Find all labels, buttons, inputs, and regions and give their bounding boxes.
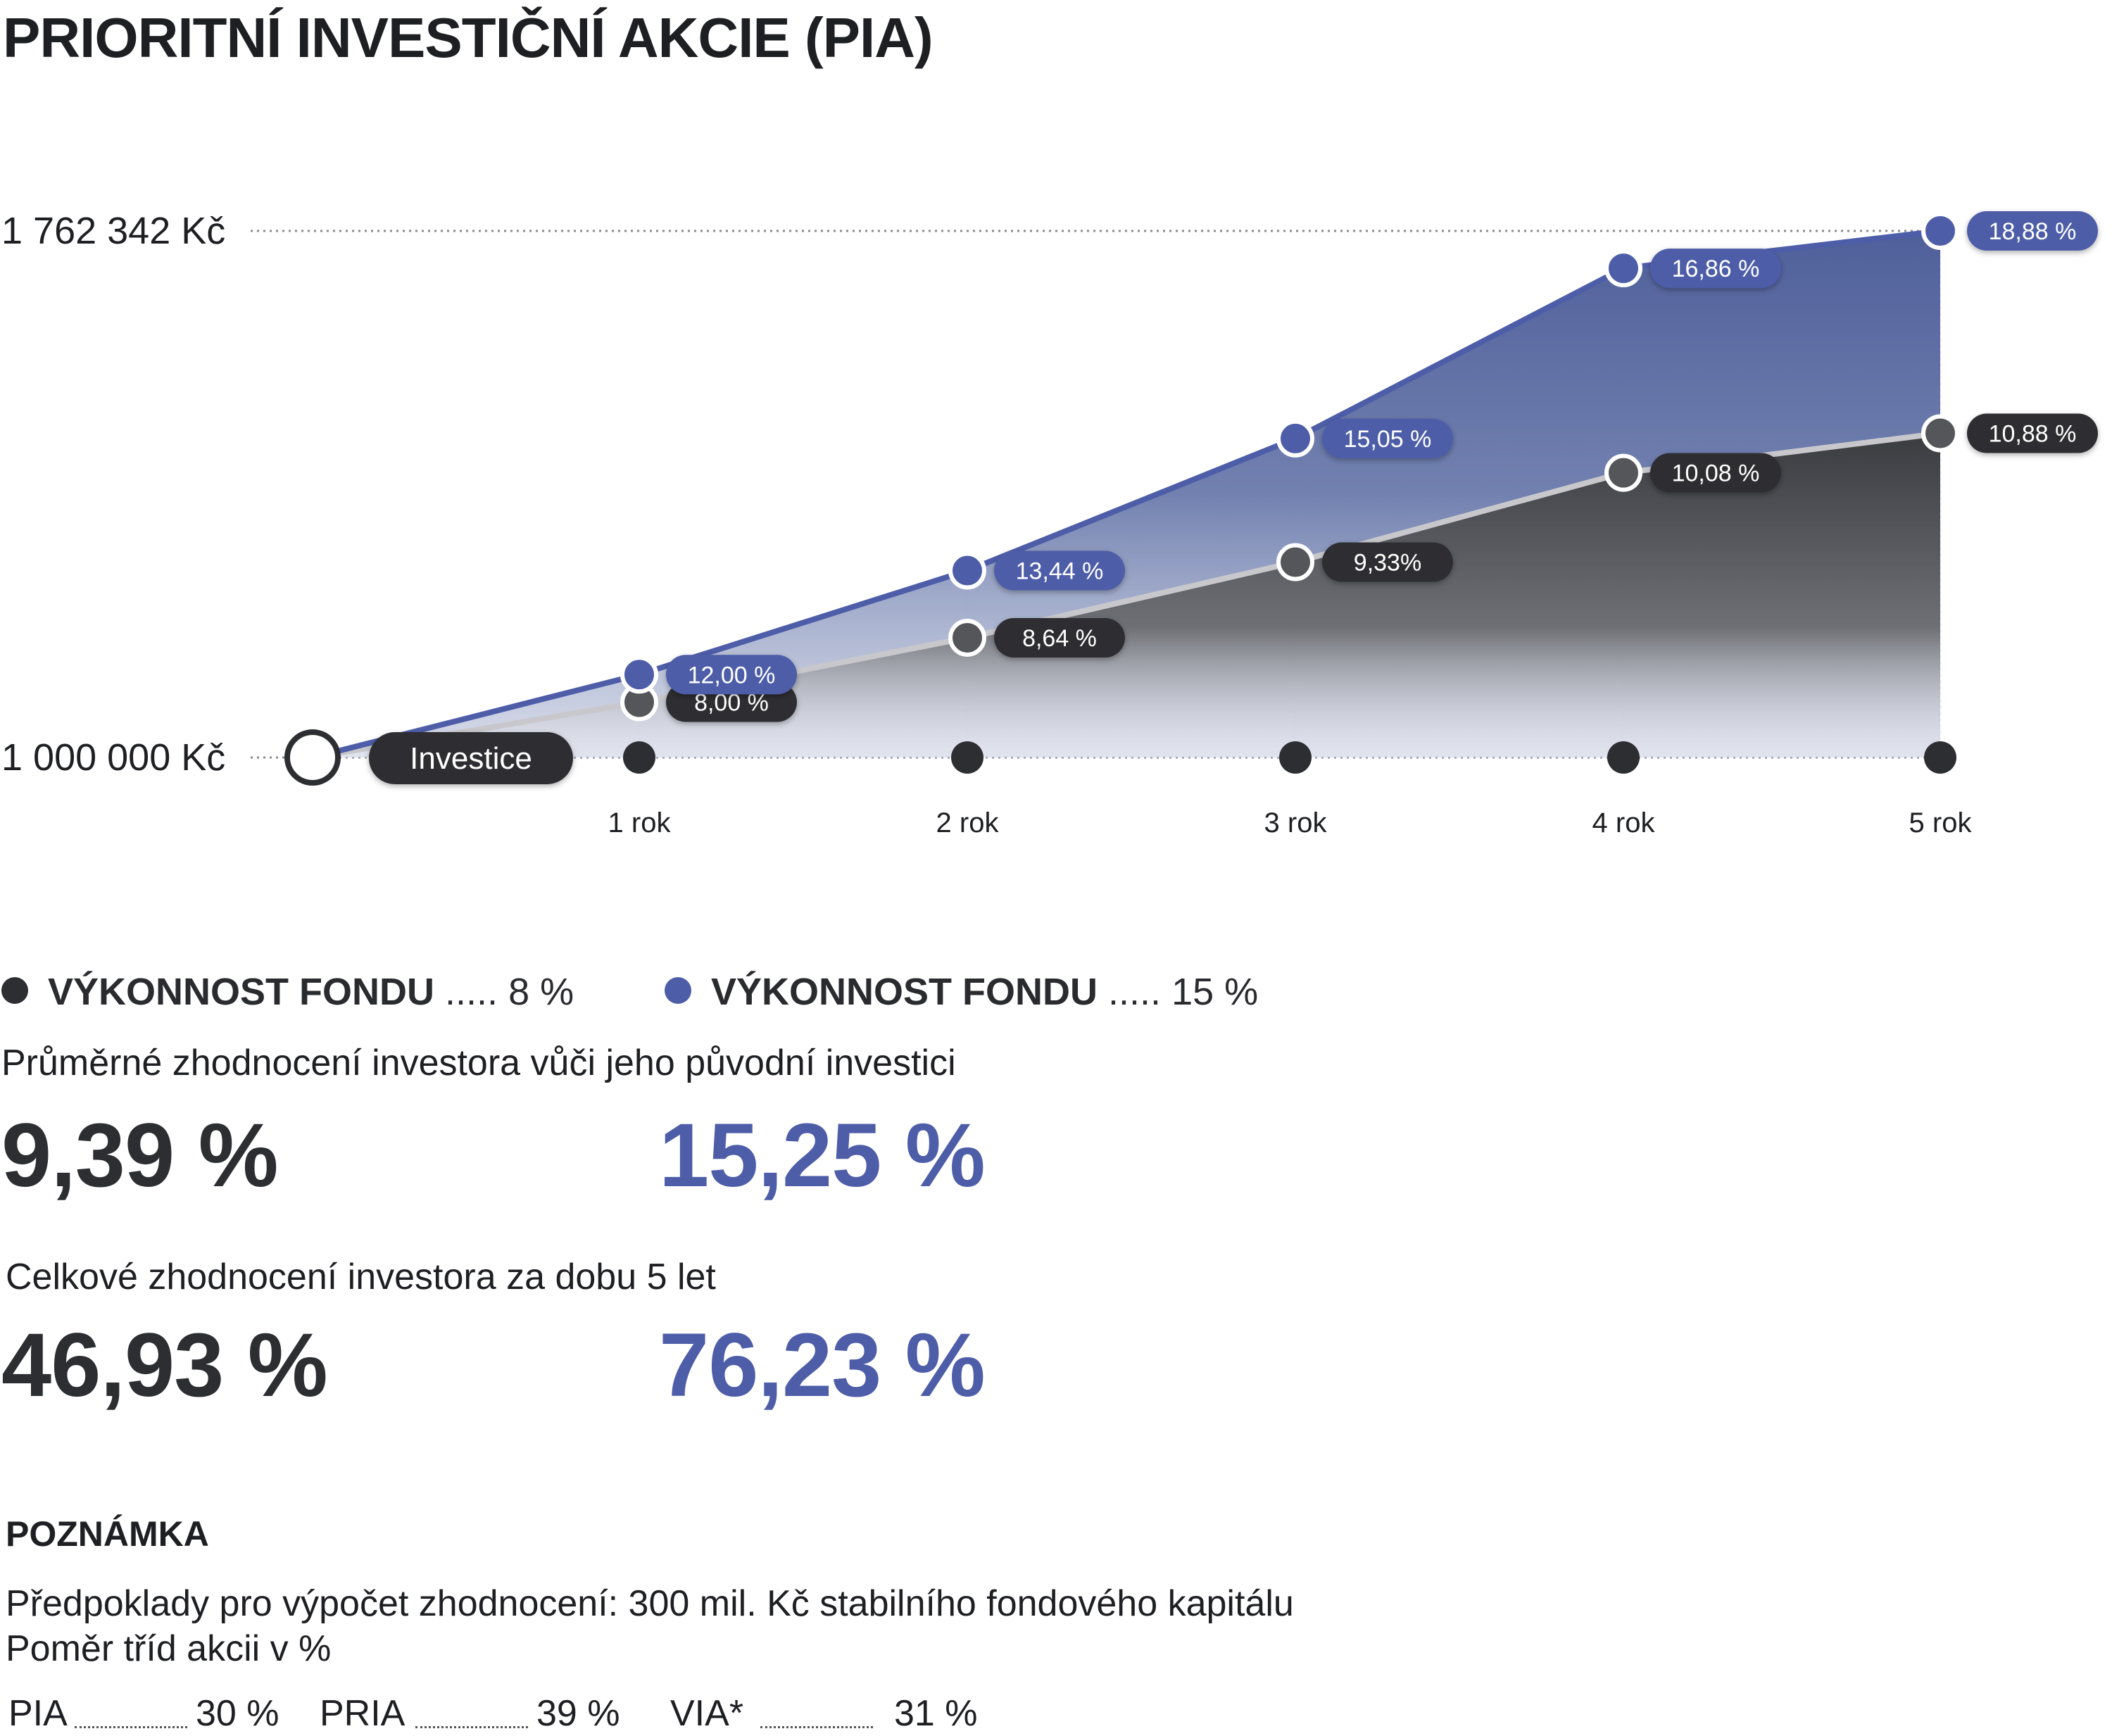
note-line-2: Poměr tříd akcii v % — [6, 1628, 332, 1669]
label-8-percent-text: 10,08 % — [1672, 460, 1760, 487]
legend-dark-dot-icon — [1, 976, 28, 1004]
label-8-percent-text: 9,33% — [1354, 550, 1421, 577]
label-8-percent: 9,33% — [1322, 542, 1453, 582]
label-15-percent-text: 16,86 % — [1672, 256, 1760, 282]
label-8-percent: 10,88 % — [1967, 413, 2098, 453]
label-15-percent-text: 18,88 % — [1989, 218, 2077, 245]
ratio-leader-via — [760, 1726, 873, 1728]
baseline-point — [1607, 741, 1640, 774]
label-15-percent: 13,44 % — [994, 551, 1125, 591]
label-15-percent: 12,00 % — [666, 655, 797, 695]
label-15-percent-text: 15,05 % — [1344, 426, 1432, 453]
point-15-percent — [948, 551, 986, 590]
label-15-percent-bg — [1967, 211, 2098, 251]
avg-blue-value: 15,25 % — [659, 1105, 986, 1206]
total-label: Celkové zhodnocení investora za dobu 5 l… — [6, 1257, 716, 1297]
legend-item-15: VÝKONNOST FONDU ..... 15 % — [665, 970, 1258, 1014]
point-8-percent — [1604, 453, 1642, 492]
start-label: Investice — [410, 741, 532, 776]
label-15-percent-bg — [1650, 249, 1781, 289]
start-label-pill: Investice — [369, 732, 573, 784]
baseline-point — [1279, 741, 1312, 774]
total-dark-value: 46,93 % — [1, 1315, 328, 1416]
x-tick-label: 1 rok — [608, 807, 672, 838]
x-tick-label: 4 rok — [1592, 807, 1656, 838]
note-line-1: Předpoklady pro výpočet zhodnocení: 300 … — [6, 1583, 1294, 1624]
label-8-percent-bg — [1967, 413, 2098, 453]
point-15-percent — [1276, 419, 1314, 458]
point-15-percent — [620, 655, 658, 694]
point-8-percent — [1276, 543, 1314, 581]
legend-blue-dot-icon — [665, 976, 691, 1004]
label-8-percent-bg — [994, 617, 1125, 658]
point-15-percent — [1604, 249, 1642, 288]
label-15-percent: 18,88 % — [1967, 211, 2098, 251]
label-15-percent: 15,05 % — [1322, 418, 1453, 458]
x-tick-label: 5 rok — [1909, 807, 1973, 838]
start-label-bg — [369, 732, 573, 784]
ratio-value-pia: 30 % — [196, 1693, 279, 1734]
start-point — [284, 729, 341, 786]
label-15-percent-bg — [1322, 418, 1453, 458]
area-8-percent — [313, 433, 1940, 757]
baseline-point — [623, 741, 655, 774]
ratio-name-pia: PIA — [8, 1693, 68, 1734]
ratio-name-via: VIA* — [670, 1693, 744, 1734]
ratio-value-pria: 39 % — [536, 1693, 620, 1734]
legend-item-8: VÝKONNOST FONDU ..... 8 % — [1, 970, 574, 1014]
legend-blue-suffix: ..... 15 % — [1108, 971, 1259, 1013]
baseline-point — [1924, 741, 1956, 774]
y-tick-label: 1 762 342 Kč — [1, 210, 225, 252]
x-tick-label: 3 rok — [1264, 807, 1328, 838]
label-8-percent: 10,08 % — [1650, 453, 1781, 493]
y-tick-label: 1 000 000 Kč — [1, 736, 225, 779]
point-8-percent — [1921, 414, 1959, 453]
ratio-value-via: 31 % — [894, 1693, 978, 1734]
note-heading: POZNÁMKA — [6, 1514, 209, 1554]
legend-dark-suffix: ..... 8 % — [445, 971, 574, 1013]
label-15-percent-text: 13,44 % — [1016, 558, 1104, 585]
legend-blue-label: VÝKONNOST FONDU — [711, 971, 1098, 1013]
ratio-name-pria: PRIA — [320, 1693, 406, 1734]
point-8-percent — [948, 618, 986, 657]
avg-label: Průměrné zhodnocení investora vůči jeho … — [1, 1043, 956, 1083]
page-title: PRIORITNÍ INVESTIČNÍ AKCIE (PIA) — [3, 6, 934, 69]
x-tick-label: 2 rok — [936, 807, 1000, 838]
label-15-percent-text: 12,00 % — [688, 662, 776, 688]
label-8-percent-bg — [1322, 542, 1453, 582]
label-8-percent-text: 8,64 % — [1022, 625, 1097, 652]
point-15-percent — [1921, 212, 1959, 250]
ratio-leader-pia — [75, 1726, 187, 1728]
total-blue-value: 76,23 % — [659, 1315, 986, 1416]
label-8-percent-text: 10,88 % — [1989, 421, 2077, 448]
avg-dark-value: 9,39 % — [1, 1105, 278, 1206]
legend-dark-label: VÝKONNOST FONDU — [48, 971, 435, 1013]
label-15-percent-bg — [666, 655, 797, 695]
baseline-point — [951, 741, 983, 774]
label-8-percent: 8,64 % — [994, 617, 1125, 658]
label-15-percent: 16,86 % — [1650, 249, 1781, 289]
ratio-leader-pria — [415, 1726, 528, 1728]
label-8-percent-bg — [1650, 453, 1781, 493]
label-15-percent-bg — [994, 551, 1125, 591]
